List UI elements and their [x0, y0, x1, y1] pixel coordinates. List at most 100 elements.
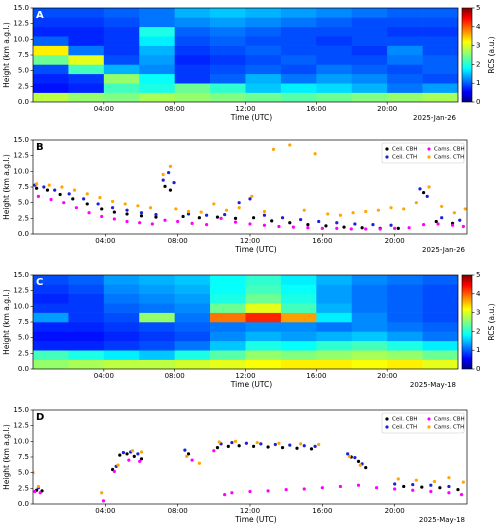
point — [87, 211, 91, 215]
heat-cell — [210, 36, 246, 46]
point — [101, 499, 106, 503]
date-label: 2025-Jan-26 — [422, 246, 466, 254]
point — [411, 482, 415, 487]
point — [168, 188, 173, 192]
point — [335, 226, 339, 230]
point — [402, 484, 406, 489]
point — [259, 442, 263, 446]
heat-cell — [68, 26, 105, 37]
point — [440, 204, 444, 209]
heat-cell — [422, 36, 458, 46]
heat-cell — [139, 312, 175, 323]
point — [356, 459, 361, 463]
heat-cell — [68, 340, 105, 351]
x-tick-label: 16:00 — [312, 507, 332, 515]
point — [284, 487, 288, 492]
panel: 0 1 2 3 4 5 RCS (a.u.) 0.0 2.5 5.0 7.5 10.0 12.5 15.0… — [2, 271, 496, 389]
heat-cell — [139, 293, 175, 304]
point — [338, 213, 343, 217]
heat-cell — [210, 26, 246, 37]
heat-cell — [139, 55, 175, 65]
point — [414, 201, 418, 205]
heat-cell — [174, 275, 211, 285]
legend-label: Cams. CBH — [434, 417, 465, 423]
heat-cell — [316, 36, 353, 46]
point — [125, 212, 129, 216]
point — [186, 452, 191, 456]
y-tick-label: 15.0 — [13, 136, 29, 144]
point — [185, 454, 189, 458]
colorbar-tick-label: 1 — [476, 79, 480, 87]
x-tick-label: 12:00 — [235, 105, 255, 113]
y-tick-label: 12.5 — [13, 152, 29, 160]
legend-label: Ceil. CBH — [392, 147, 418, 153]
heat-cell — [387, 73, 423, 84]
heat-cell — [280, 293, 317, 304]
point — [47, 183, 51, 187]
heat-cell — [103, 83, 140, 93]
plot-area — [33, 275, 458, 369]
heat-cell — [422, 45, 458, 56]
point — [244, 441, 248, 445]
point — [360, 226, 364, 230]
point — [364, 227, 368, 231]
point — [266, 489, 270, 493]
colorbar-tick-label: 3 — [476, 42, 480, 50]
point — [112, 217, 116, 221]
heat-cell — [387, 92, 423, 102]
point — [186, 212, 191, 216]
heat-cell — [387, 17, 423, 28]
x-axis-label: Time (UTC) — [230, 113, 273, 122]
y-tick-label: 12.5 — [13, 20, 29, 28]
x-tick-label: 08:00 — [165, 372, 185, 380]
heat-cell — [422, 26, 458, 37]
point — [190, 458, 194, 462]
x-tick-label: 20:00 — [377, 372, 397, 380]
colorbar-tick-label: 1 — [476, 346, 480, 354]
point — [335, 221, 339, 225]
heat-cell — [387, 322, 423, 332]
y-tick-label: 2.5 — [18, 82, 29, 90]
point — [461, 480, 465, 484]
heat-cell — [316, 83, 353, 93]
heat-cell — [103, 359, 140, 369]
heat-cell — [68, 83, 105, 93]
point — [418, 187, 422, 191]
panel-label: B — [36, 142, 44, 153]
heat-cell — [33, 275, 69, 285]
point — [422, 191, 426, 195]
heat-cell — [245, 26, 282, 37]
point — [376, 208, 380, 212]
heat-cell — [245, 45, 282, 56]
heat-cell — [280, 8, 317, 18]
heat-cell — [245, 303, 282, 313]
x-tick-label: 16:00 — [306, 105, 326, 113]
point — [219, 216, 223, 220]
point — [168, 164, 173, 168]
point — [411, 488, 415, 492]
heat-cell — [387, 350, 423, 360]
point — [306, 223, 310, 227]
heat-cell — [245, 350, 282, 360]
heat-cell — [351, 55, 388, 65]
heat-cell — [139, 64, 175, 75]
heat-cell — [280, 83, 317, 93]
heat-cell — [387, 303, 423, 313]
heat-cell — [422, 64, 458, 75]
colorbar-tick-label: 3 — [476, 309, 480, 317]
point — [42, 185, 46, 189]
point — [374, 486, 379, 490]
y-tick-label: 7.5 — [18, 51, 29, 59]
point — [456, 487, 460, 492]
heat-cell — [422, 284, 458, 295]
point — [190, 221, 194, 225]
heat-cell — [139, 26, 175, 37]
heat-cell — [33, 284, 69, 295]
point — [167, 170, 171, 175]
point — [154, 212, 158, 217]
heat-cell — [68, 73, 105, 84]
heat-cell — [245, 312, 282, 323]
heat-cell — [422, 8, 458, 18]
point — [393, 482, 397, 486]
heat-cell — [387, 359, 423, 369]
